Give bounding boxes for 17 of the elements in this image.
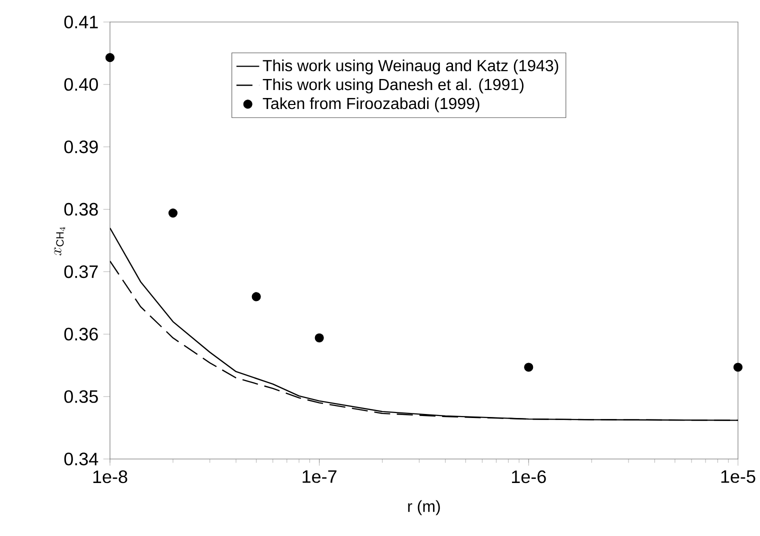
legend-label: This work using Weinaug and Katz (1943) — [262, 60, 558, 74]
y-tick-label: 0.37 — [64, 265, 98, 278]
y-tick-label: 0.34 — [64, 452, 98, 466]
x-tick-label: 1e-5 — [721, 470, 756, 483]
y-tick-label: 0.36 — [64, 328, 98, 341]
y-tick-label: 0.39 — [64, 140, 98, 154]
legend-label: This work using Danesh et al. (1991) — [262, 78, 524, 94]
y-tick-label: 0.38 — [64, 202, 98, 216]
x-tick-label: 1e-6 — [512, 470, 546, 484]
y-tick-label: 0.35 — [64, 390, 98, 403]
x-tick-label: 1e-7 — [302, 470, 336, 483]
x-axis-title: r (m) — [408, 500, 440, 516]
x-tick-label: 1e-8 — [93, 470, 128, 484]
y-tick-label: 0.40 — [64, 78, 98, 91]
y-tick-label: 0.41 — [64, 16, 98, 28]
legend-label: Taken from Firoozabadi (1999) — [262, 97, 480, 112]
y-axis-title: $x_{\mathrm{CH}_{4}}$ — [54, 226, 66, 256]
